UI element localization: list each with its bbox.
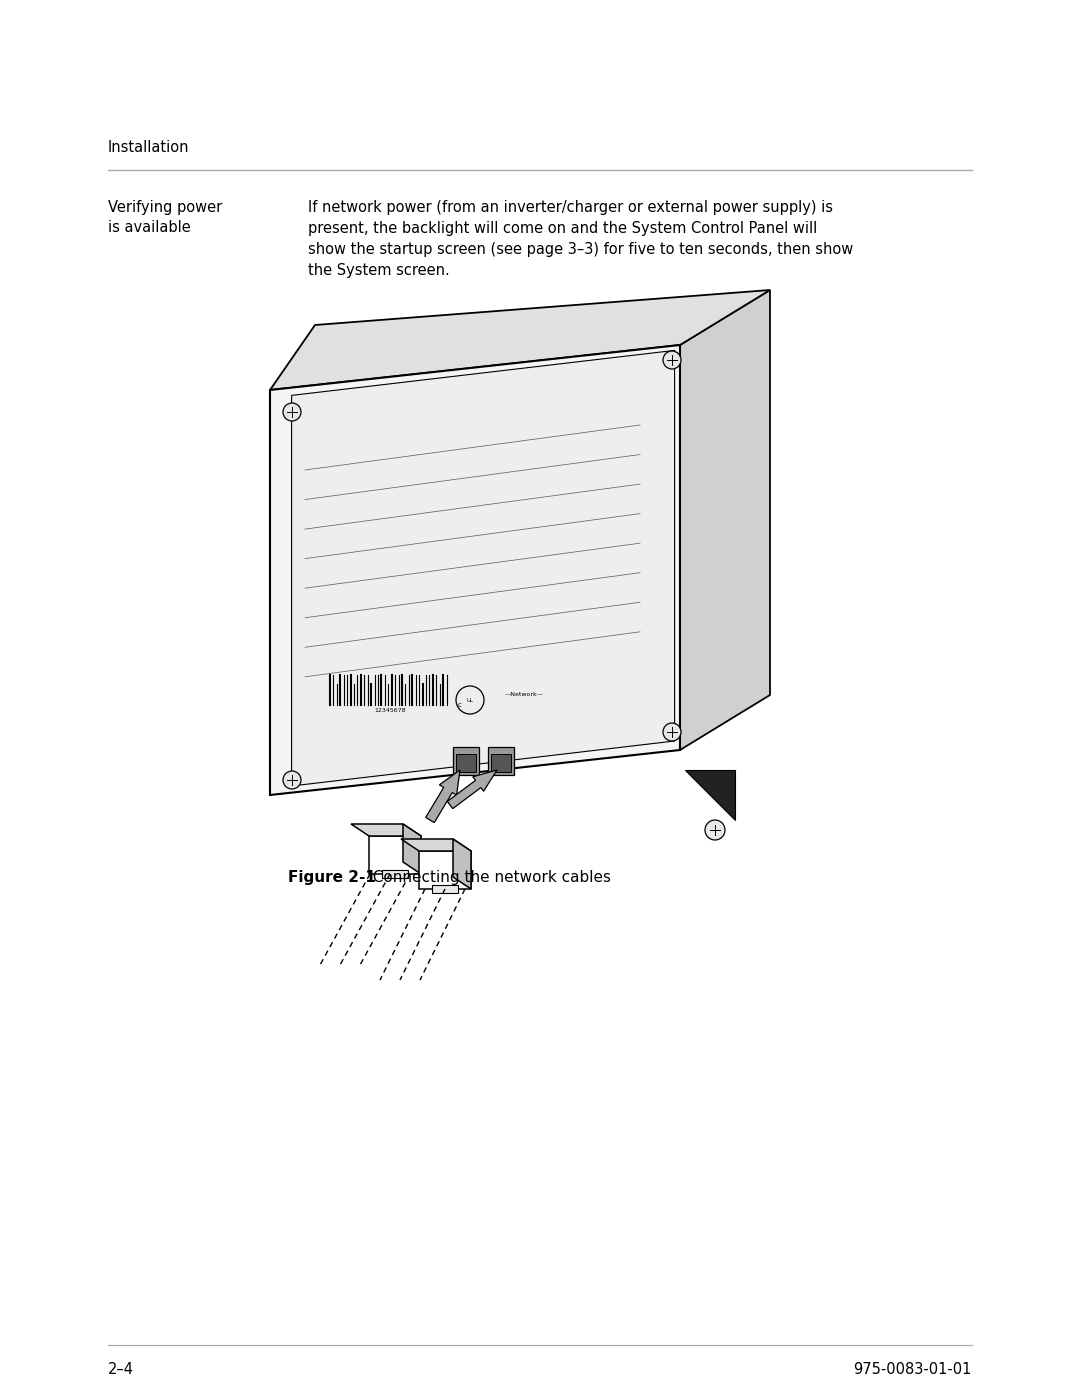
Bar (488, 747, 514, 775)
Circle shape (663, 351, 681, 369)
Text: Connecting the network cables: Connecting the network cables (363, 870, 611, 886)
Polygon shape (270, 291, 770, 390)
Text: the System screen.: the System screen. (308, 263, 449, 278)
Text: present, the backlight will come on and the System Control Panel will: present, the backlight will come on and … (308, 221, 818, 236)
Polygon shape (403, 824, 421, 875)
Polygon shape (447, 770, 497, 809)
Circle shape (705, 820, 725, 840)
Text: 2–4: 2–4 (108, 1362, 134, 1377)
Polygon shape (369, 835, 421, 875)
Polygon shape (680, 291, 770, 750)
Polygon shape (351, 824, 421, 835)
Polygon shape (401, 840, 471, 851)
Polygon shape (382, 870, 408, 877)
Circle shape (283, 402, 301, 420)
Polygon shape (453, 840, 471, 888)
Text: Figure 2-1: Figure 2-1 (288, 870, 376, 886)
Polygon shape (270, 345, 680, 795)
Text: —Network—: —Network— (505, 693, 544, 697)
Polygon shape (419, 851, 471, 888)
Text: is available: is available (108, 219, 191, 235)
Text: 975-0083-01-01: 975-0083-01-01 (853, 1362, 972, 1377)
Bar (453, 747, 480, 775)
Text: If network power (from an inverter/charger or external power supply) is: If network power (from an inverter/charg… (308, 200, 833, 215)
Text: 12345678: 12345678 (375, 708, 406, 712)
Text: show the startup screen (see page 3–3) for five to ten seconds, then show: show the startup screen (see page 3–3) f… (308, 242, 853, 257)
Text: Installation: Installation (108, 140, 189, 155)
Bar (456, 754, 476, 773)
Text: UL: UL (467, 697, 473, 703)
Polygon shape (685, 770, 735, 820)
Circle shape (283, 771, 301, 789)
Text: c: c (458, 703, 462, 708)
Bar (491, 754, 511, 773)
Polygon shape (292, 351, 675, 787)
Polygon shape (432, 886, 458, 893)
Polygon shape (426, 770, 460, 823)
Text: Verifying power: Verifying power (108, 200, 222, 215)
Circle shape (663, 724, 681, 740)
